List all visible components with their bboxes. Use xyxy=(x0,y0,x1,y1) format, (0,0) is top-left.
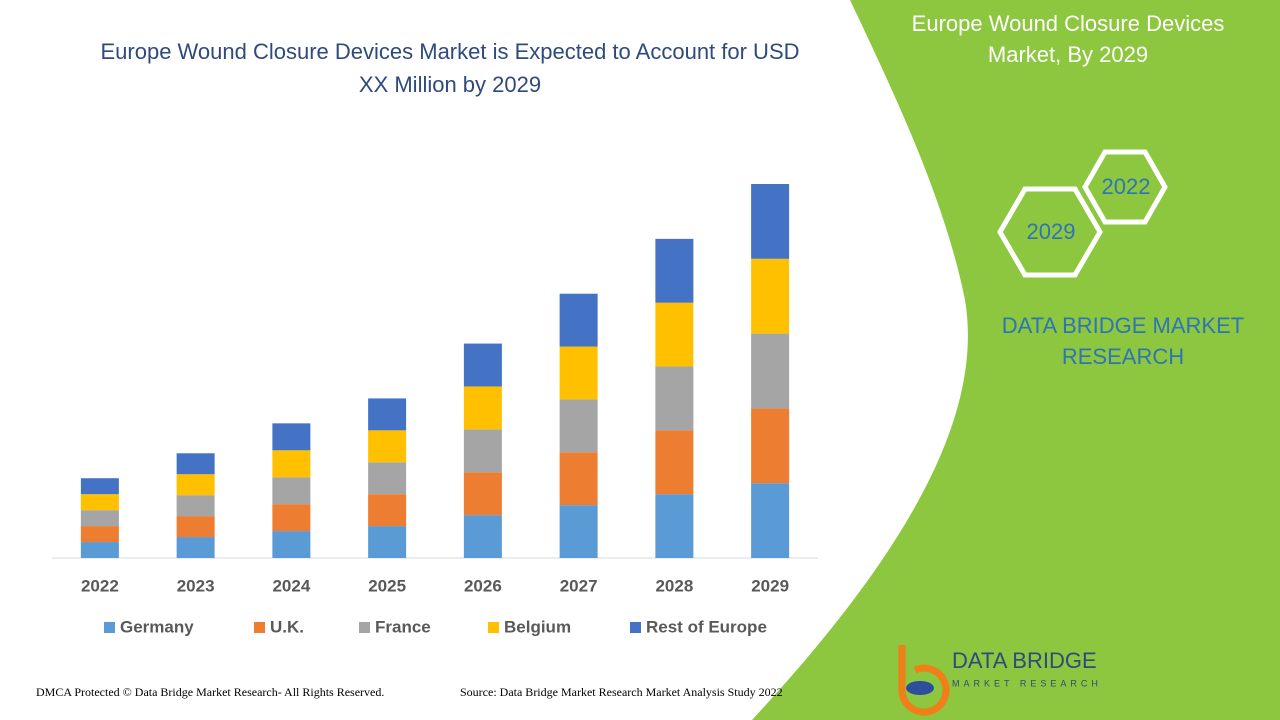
bar-segment xyxy=(368,494,407,527)
logo-mark xyxy=(898,645,950,716)
bar-segment xyxy=(463,386,502,430)
x-tick-label: 2025 xyxy=(368,576,406,595)
side-title-1: Europe Wound Closure Devices xyxy=(912,11,1225,36)
bar-segment xyxy=(368,430,407,463)
legend-label: Rest of Europe xyxy=(646,617,767,636)
bar-segment xyxy=(463,343,502,387)
bar-segment xyxy=(463,515,502,558)
x-tick-label: 2024 xyxy=(272,576,310,595)
bar-segment xyxy=(368,526,407,558)
hexagon xyxy=(997,186,1103,278)
x-tick-label: 2026 xyxy=(464,576,502,595)
bar-segment xyxy=(80,542,119,558)
side-title-2: Market, By 2029 xyxy=(988,42,1148,67)
legend-label: France xyxy=(375,617,431,636)
bar-segment xyxy=(80,478,119,495)
brand-line2: RESEARCH xyxy=(1062,344,1184,369)
chart-title-line2: XX Million by 2029 xyxy=(359,72,541,97)
bar-segment xyxy=(655,366,694,431)
bar-segment xyxy=(751,258,790,334)
bar-segment xyxy=(655,430,694,495)
bar-segment xyxy=(368,398,407,431)
bar-segment xyxy=(272,477,311,505)
footer-right: Source: Data Bridge Market Research Mark… xyxy=(460,685,783,699)
x-tick-label: 2023 xyxy=(177,576,215,595)
bar-segment xyxy=(176,516,215,538)
logo-name: DATA BRIDGE xyxy=(952,648,1097,673)
bar-segment xyxy=(80,510,119,527)
brand-line1: DATA BRIDGE MARKET xyxy=(1002,313,1244,338)
bar-segment xyxy=(751,483,790,558)
logo-tagline: MARKET RESEARCH xyxy=(952,678,1102,688)
bar-segment xyxy=(751,408,790,484)
bar-segment xyxy=(368,462,407,495)
bar-segment xyxy=(176,453,215,475)
bar-segment xyxy=(272,423,311,451)
bar-segment xyxy=(80,526,119,543)
bar-segment xyxy=(272,504,311,532)
legend-label: U.K. xyxy=(270,617,304,636)
bar-segment xyxy=(655,302,694,367)
bar-segment xyxy=(176,474,215,496)
x-tick-label: 2022 xyxy=(81,576,119,595)
legend-label: Germany xyxy=(120,617,194,636)
bar-segment xyxy=(655,494,694,558)
legend-swatch xyxy=(104,622,115,633)
legend-swatch xyxy=(630,622,641,633)
hexagon xyxy=(1082,149,1168,225)
bar-segment xyxy=(80,494,119,511)
legend-swatch xyxy=(488,622,499,633)
logo-mark xyxy=(906,681,934,695)
hex-label: 2022 xyxy=(1102,174,1151,199)
bar-segment xyxy=(559,293,598,347)
legend-label: Belgium xyxy=(504,617,571,636)
bar-segment xyxy=(559,505,598,558)
bar-segment xyxy=(559,346,598,400)
legend-swatch xyxy=(359,622,370,633)
green-panel xyxy=(752,0,1280,720)
bar-segment xyxy=(272,531,311,558)
bar-segment xyxy=(751,184,790,259)
bar-segment xyxy=(463,429,502,473)
x-tick-label: 2029 xyxy=(751,576,789,595)
legend-swatch xyxy=(254,622,265,633)
logo: DATA BRIDGE MARKET RESEARCH xyxy=(898,645,1102,716)
x-tick-label: 2028 xyxy=(655,576,693,595)
bar-segment xyxy=(176,537,215,558)
hex-label: 2029 xyxy=(1027,219,1076,244)
footer-left: DMCA Protected © Data Bridge Market Rese… xyxy=(36,685,384,699)
bar-segment xyxy=(751,333,790,409)
bar-segment xyxy=(463,472,502,516)
x-tick-label: 2027 xyxy=(560,576,598,595)
bar-segment xyxy=(655,238,694,303)
chart-title-line1: Europe Wound Closure Devices Market is E… xyxy=(100,39,799,64)
bar-segment xyxy=(272,450,311,478)
bar-segment xyxy=(559,399,598,453)
bar-segment xyxy=(559,452,598,506)
bar-segment xyxy=(176,495,215,517)
